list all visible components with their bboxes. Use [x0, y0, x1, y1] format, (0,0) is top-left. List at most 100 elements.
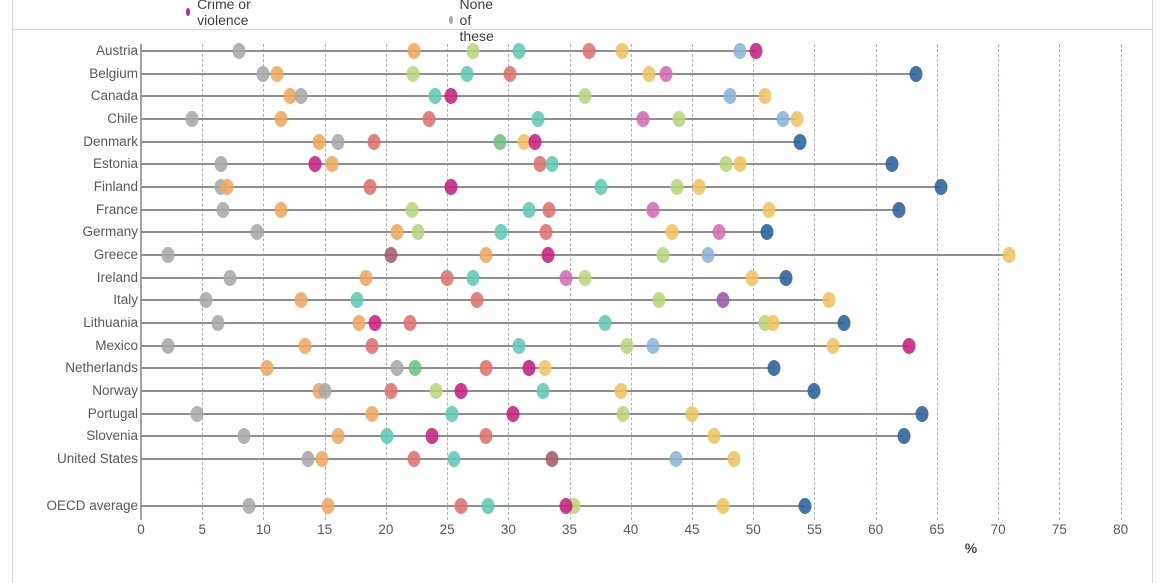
dot-gray [216, 201, 230, 218]
dot-darkblue [892, 201, 906, 218]
row-line [141, 435, 904, 438]
dot-orange [294, 292, 308, 309]
dot-red [503, 65, 517, 82]
x-tick-label-35: 35 [562, 522, 578, 537]
legend-dot-crime-or-violence-icon [186, 8, 191, 16]
row-line [141, 186, 941, 189]
dot-darkblue [915, 405, 929, 422]
dot-gray [331, 133, 345, 150]
dot-teal [428, 88, 442, 105]
dot-magenta [308, 156, 322, 173]
dot-lightblue [669, 451, 683, 468]
dot-gray [214, 156, 228, 173]
gridline-60 [875, 44, 877, 520]
gridline-55 [814, 44, 816, 520]
gridline-45 [692, 44, 694, 520]
dot-pink [712, 224, 726, 241]
dot-magenta [902, 337, 916, 354]
row-line [141, 276, 787, 279]
dot-orange [325, 156, 339, 173]
dot-red [422, 111, 436, 127]
legend-label: None of these [459, 0, 494, 44]
chart-frame-top-border [12, 29, 1152, 30]
dot-yellow [642, 65, 656, 82]
dot-orange [283, 88, 297, 105]
dot-green_light [719, 156, 733, 173]
x-tick-label-75: 75 [1051, 522, 1067, 537]
dot-green_light [578, 269, 592, 286]
gridline-70 [998, 44, 1000, 520]
x-tick-label-45: 45 [684, 522, 700, 537]
dot-yellow [745, 269, 759, 286]
dot-magenta [454, 383, 468, 400]
x-axis-unit-label: % [964, 540, 978, 556]
dot-pink [646, 201, 660, 218]
dot-gray [250, 224, 264, 241]
dot-teal [512, 337, 526, 354]
dot-green_light [616, 405, 630, 422]
dot-green_light [620, 337, 634, 354]
dot-teal [447, 451, 461, 468]
dot-orange [407, 43, 421, 59]
dot-yellow [762, 201, 776, 218]
dot-green_light [406, 65, 420, 82]
dot-darkblue [837, 315, 851, 332]
gridline-5 [202, 44, 204, 520]
dot-yellow [538, 360, 552, 377]
x-tick-label-5: 5 [198, 522, 206, 537]
dot-magenta [368, 315, 382, 332]
dot-yellow [665, 224, 679, 241]
dot-lightblue [646, 337, 660, 354]
dot-orange [479, 247, 493, 264]
row-label-finland: Finland [93, 179, 138, 195]
dot-yellow [733, 156, 747, 173]
x-tick-label-65: 65 [929, 522, 945, 537]
row-label-canada: Canada [90, 88, 138, 104]
legend-dot-none-of-these-icon [449, 16, 453, 24]
row-line [141, 367, 775, 370]
dot-yellow [685, 405, 699, 422]
dot-orange [365, 405, 379, 422]
row-line [141, 299, 830, 302]
dot-red [367, 133, 381, 150]
dot-teal [481, 498, 495, 514]
dot-darkblue [897, 428, 911, 445]
dot-lightblue [701, 247, 715, 264]
dot-teal [598, 315, 612, 332]
row-label-germany: Germany [82, 224, 138, 240]
dot-gray [294, 88, 308, 105]
dot-yellow [758, 88, 772, 105]
dot-yellow [766, 315, 780, 332]
row-line [141, 118, 798, 120]
dot-darkblue [807, 383, 821, 400]
x-tick-label-25: 25 [439, 522, 455, 537]
dot-yellow [790, 111, 804, 127]
dot-gray [242, 498, 256, 514]
dot-pink [636, 111, 650, 127]
dot-teal [445, 405, 459, 422]
dot-magenta [425, 428, 439, 445]
dot-red [363, 179, 377, 196]
dot-teal [494, 224, 508, 241]
dot-lightblue [723, 88, 737, 105]
dot-yellow [716, 498, 730, 514]
row-label-lithuania: Lithuania [83, 315, 138, 331]
dot-green_light [672, 111, 686, 127]
dot-teal [466, 269, 480, 286]
gridline-65 [936, 44, 938, 520]
dot-darkblue [798, 498, 812, 514]
dot-darkblue [779, 269, 793, 286]
dot-gray [301, 451, 315, 468]
dot-red [533, 156, 547, 173]
dot-gray [185, 111, 199, 127]
row-line [141, 208, 899, 211]
dot-magenta [541, 247, 555, 264]
dot-red [365, 337, 379, 354]
dot-red [582, 43, 596, 59]
row-line [141, 72, 917, 75]
dot-green_light [578, 88, 592, 105]
dot-red [384, 383, 398, 400]
dot-teal [522, 201, 536, 218]
dot-magenta [506, 405, 520, 422]
dot-green_light [405, 201, 419, 218]
